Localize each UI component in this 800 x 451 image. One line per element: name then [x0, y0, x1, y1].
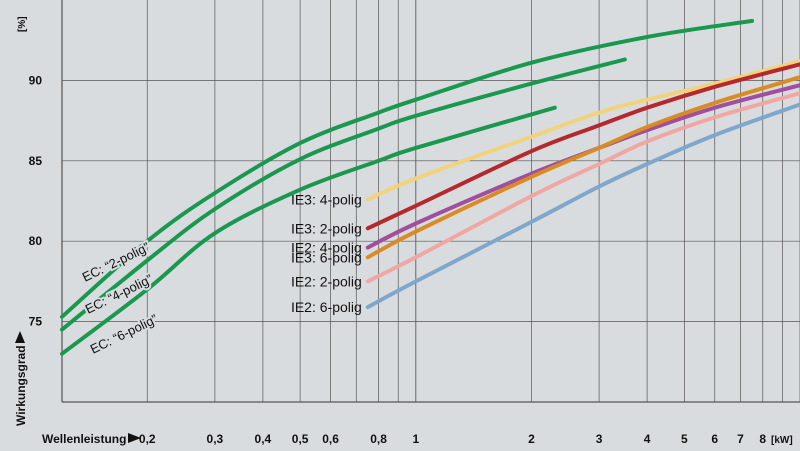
y-tick-label: 80	[29, 234, 43, 248]
grid	[61, 0, 800, 403]
series-line-ie2-6-polig	[365, 102, 800, 310]
y-tick-label: 85	[29, 154, 43, 168]
x-tick-label: 0,8	[370, 432, 387, 446]
x-tick-label: 0,6	[322, 432, 339, 446]
x-tick-label: 6	[711, 432, 718, 446]
x-tick-label: 2	[528, 432, 535, 446]
series-line-ec-4-polig	[60, 57, 627, 332]
y-tick-label: 75	[29, 315, 43, 329]
x-tick-label: 5	[681, 432, 688, 446]
y-axis-label: Wirkungsgrad	[14, 345, 28, 426]
x-tick-label: 3	[596, 432, 603, 446]
series-label: IE2: 2-polig	[291, 273, 362, 289]
x-tick-label: 0,5	[292, 432, 309, 446]
y-axis-arrow-icon	[15, 331, 25, 343]
series-label: IE2: 4-polig	[291, 240, 362, 256]
x-tick-label: 7	[737, 432, 744, 446]
series-label: IE3: 4-polig	[291, 191, 362, 207]
x-axis-unit: [kW]	[771, 435, 793, 446]
series-label: IE3: 2-polig	[291, 220, 362, 236]
x-tick-label: 1	[412, 432, 419, 446]
x-tick-label: 8	[759, 432, 766, 446]
x-tick-label: 4	[644, 432, 651, 446]
series-label: IE2: 6-polig	[291, 299, 362, 315]
series-group	[60, 18, 800, 356]
series-line-ie2-2-polig	[365, 91, 800, 284]
y-axis-unit: [%]	[17, 16, 28, 32]
x-tick-label: 0,4	[255, 432, 272, 446]
x-tick-label: 0,2	[139, 432, 156, 446]
tick-labels: 75 80 85 90 0,2 0,3 0,4 0,5 0,6 0,8 1 2 3 4 5 6 7 8	[29, 73, 767, 446]
series-line-ec-6-polig	[60, 105, 557, 356]
series-line-ie3-2-polig	[365, 62, 800, 231]
series-line-ie3-6-polig	[365, 75, 800, 260]
x-axis-label: Wellenleistung	[42, 432, 126, 446]
y-tick-label: 90	[29, 73, 43, 87]
series-line-ie3-4-polig	[365, 59, 800, 202]
x-tick-label: 0,3	[207, 432, 224, 446]
series-label: IE3: 6-polig	[291, 249, 362, 265]
series-line-ec-2-polig	[60, 18, 754, 319]
x-axis-arrow-icon	[128, 433, 141, 443]
